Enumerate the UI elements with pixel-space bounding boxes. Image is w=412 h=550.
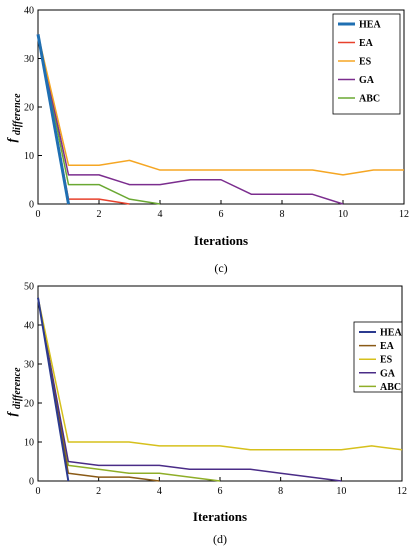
x-tick-label: 6 — [219, 209, 224, 220]
series-line-hea — [36, 33, 70, 205]
series-line-abc — [37, 34, 161, 205]
x-tick-label: 6 — [218, 486, 223, 497]
legend-label-es: ES — [359, 57, 372, 68]
x-axis-title: Iterations — [193, 509, 247, 524]
y-tick-label: 0 — [29, 477, 34, 488]
series-line-abc — [37, 297, 221, 482]
y-tick-label: 40 — [24, 6, 34, 17]
y-tick-label: 30 — [24, 54, 34, 65]
panel-caption: (c) — [214, 261, 227, 275]
series-line-es — [37, 297, 403, 451]
x-tick-label: 8 — [278, 486, 283, 497]
series-line-ga — [37, 297, 342, 482]
y-tick-label: 0 — [29, 200, 34, 211]
legend-label-es: ES — [380, 355, 393, 366]
x-tick-label: 12 — [399, 209, 409, 220]
series-line-ea — [37, 34, 130, 205]
x-tick-label: 4 — [158, 209, 163, 220]
panel-caption: (d) — [213, 532, 227, 546]
y-tick-label: 10 — [24, 438, 34, 449]
y-tick-label: 20 — [24, 399, 34, 410]
y-tick-label: 40 — [24, 321, 34, 332]
x-tick-label: 0 — [36, 209, 41, 220]
legend-label-ea: EA — [380, 341, 395, 352]
series-line-ea — [37, 297, 160, 482]
x-tick-label: 0 — [36, 486, 41, 497]
y-axis-title: f difference — [4, 93, 23, 143]
x-tick-label: 12 — [397, 486, 407, 497]
x-axis-title: Iterations — [194, 233, 248, 248]
x-tick-label: 8 — [280, 209, 285, 220]
x-tick-label: 4 — [157, 486, 162, 497]
plot-area-frame — [37, 285, 403, 482]
legend: HEA EA ES GA ABC — [353, 321, 403, 393]
legend-label-ga: GA — [380, 368, 396, 379]
chart-panel-c: 0 10 20 30 40 0 2 4 6 8 10 12 HEA EA ES GA ABC f differen… — [4, 6, 409, 276]
legend: HEA EA ES GA ABC — [332, 13, 401, 115]
x-tick-label: 2 — [97, 209, 102, 220]
chart-panel-d: 0 10 20 30 40 50 0 2 4 6 8 10 12 HEA EA ES GA ABC f differ… — [4, 282, 407, 547]
series-line-es — [37, 34, 404, 176]
y-tick-label: 10 — [24, 151, 34, 162]
legend-label-ea: EA — [359, 38, 374, 49]
y-tick-label: 20 — [24, 103, 34, 114]
series-line-ga — [37, 34, 344, 205]
y-tick-label: 30 — [24, 360, 34, 371]
legend-box — [353, 321, 403, 393]
legend-label-ga: GA — [359, 75, 375, 86]
series-line-hea — [37, 297, 70, 482]
legend-label-hea: HEA — [359, 20, 381, 31]
legend-label-abc: ABC — [359, 94, 380, 105]
legend-label-hea: HEA — [380, 328, 402, 339]
legend-label-abc: ABC — [380, 382, 401, 393]
y-tick-label: 50 — [24, 282, 34, 293]
x-tick-label: 2 — [96, 486, 101, 497]
y-axis-title: f difference — [4, 367, 23, 417]
x-tick-label: 10 — [336, 486, 346, 497]
x-tick-label: 10 — [338, 209, 348, 220]
